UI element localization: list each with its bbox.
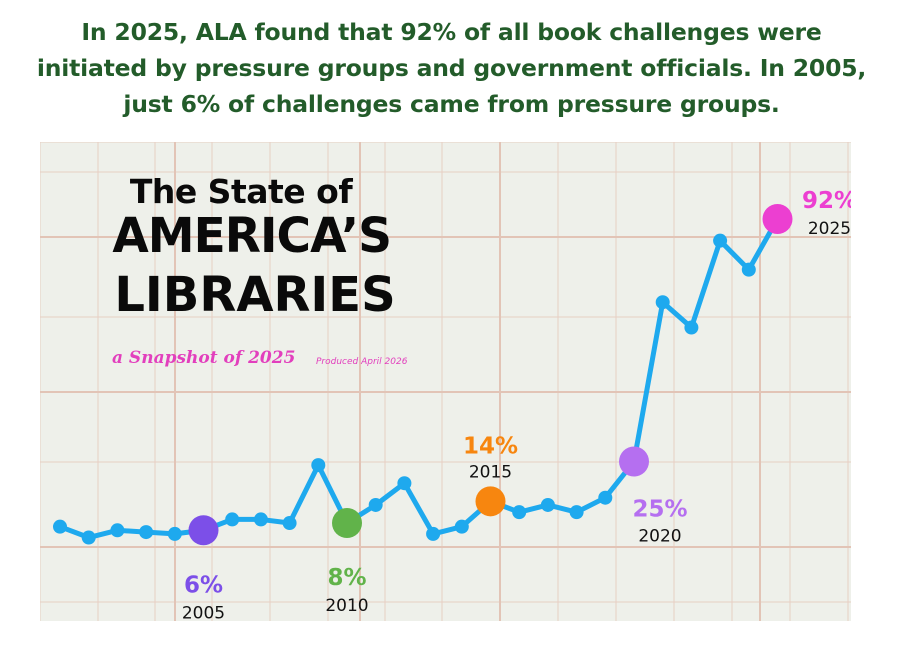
brand-title-line-2: AMERICA’S xyxy=(112,208,392,264)
highlight-label-2005: 6% xyxy=(184,572,223,598)
highlight-label-2015: 14% xyxy=(463,433,518,459)
data-point xyxy=(253,512,268,527)
data-point xyxy=(569,505,584,520)
highlight-label-2010: 8% xyxy=(327,565,366,591)
headline: In 2025, ALA found that 92% of all book … xyxy=(0,14,903,122)
line-chart: 6% 2005 8% 2010 14% 2015 25% 2020 92% 2025 xyxy=(40,142,851,621)
highlight-label-2020: 25% xyxy=(632,497,687,523)
highlight-year-2020: 2020 xyxy=(638,527,681,547)
highlight-point-2010 xyxy=(332,508,362,539)
brand-tagline: a Snapshot of 2025 xyxy=(112,348,296,368)
highlight-year-2005: 2005 xyxy=(182,603,225,621)
data-point xyxy=(426,526,441,541)
highlight-point-2005 xyxy=(188,515,219,546)
data-point xyxy=(53,519,67,534)
produced-date: Produced April 2026 xyxy=(316,357,408,367)
highlight-year-2010: 2010 xyxy=(325,596,368,616)
brand-title-line-1: The State of xyxy=(129,172,353,211)
brand-title-line-3: LIBRARIES xyxy=(114,267,396,323)
chart-panel: 6% 2005 8% 2010 14% 2015 25% 2020 92% 2025 The St… xyxy=(40,142,851,621)
data-point xyxy=(81,530,96,545)
headline-line-2: initiated by pressure groups and governm… xyxy=(36,54,867,82)
highlight-point-2015 xyxy=(475,486,506,517)
data-point xyxy=(282,516,297,531)
data-point xyxy=(397,476,412,491)
data-point xyxy=(540,497,555,512)
data-point xyxy=(512,505,527,520)
highlight-year-2025: 2025 xyxy=(808,219,851,239)
data-point xyxy=(454,519,469,534)
data-point xyxy=(684,320,699,335)
headline-line-3: just 6% of challenges came from pressure… xyxy=(123,90,780,118)
data-point xyxy=(167,526,182,541)
headline-line-1: In 2025, ALA found that 92% of all book … xyxy=(81,18,822,46)
data-point xyxy=(368,497,383,512)
highlight-point-2020 xyxy=(619,446,649,477)
data-point xyxy=(110,523,125,538)
data-point xyxy=(139,525,154,540)
data-point xyxy=(713,233,728,248)
highlight-year-2015: 2015 xyxy=(469,462,512,482)
data-point xyxy=(225,512,240,527)
data-point xyxy=(598,490,613,505)
data-point xyxy=(741,262,756,277)
highlight-point-2025 xyxy=(762,203,793,234)
highlight-label-2025: 92% xyxy=(802,188,851,214)
data-point xyxy=(655,295,670,310)
data-point xyxy=(311,458,326,473)
